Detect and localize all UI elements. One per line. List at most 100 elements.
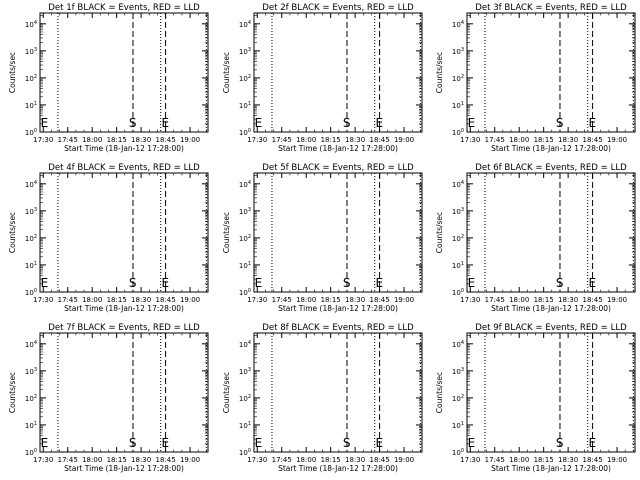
- y-tick-label: 101: [239, 101, 251, 110]
- panel-det-1: Det 1f BLACK = Events, RED = LLD E S E 100 10…: [8, 3, 209, 153]
- y-tick-label: 102: [452, 74, 464, 83]
- y-tick-label: 100: [25, 128, 37, 137]
- marker-label: E: [162, 116, 170, 130]
- x-tick-label: 17:30: [247, 296, 267, 304]
- y-tick-label: 100: [452, 448, 464, 457]
- marker-label: S: [556, 276, 564, 290]
- y-tick-label: 101: [239, 421, 251, 430]
- panel-det-2: Det 2f BLACK = Events, RED = LLD E S E 100 10…: [222, 3, 423, 153]
- y-axis-label: Counts/sec: [222, 212, 231, 253]
- x-tick-label: 17:30: [33, 136, 53, 144]
- y-tick-label: 103: [25, 367, 37, 376]
- x-axis-label: Start Time (18-Jan-12 17:28:00): [64, 144, 184, 153]
- x-tick-label: 17:45: [272, 456, 292, 464]
- x-axis-label: Start Time (18-Jan-12 17:28:00): [64, 304, 184, 313]
- x-tick-label: 17:45: [485, 136, 505, 144]
- y-axis-label: Counts/sec: [435, 372, 444, 413]
- marker-label: E: [255, 276, 263, 290]
- x-tick-label: 19:00: [607, 296, 627, 304]
- x-tick-label: 18:00: [82, 136, 102, 144]
- y-tick-label: 102: [452, 394, 464, 403]
- y-tick-label: 102: [239, 394, 251, 403]
- y-tick-label: 103: [239, 367, 251, 376]
- panel-title: Det 5f BLACK = Events, RED = LLD: [262, 163, 414, 173]
- plot-frame: [253, 332, 423, 453]
- x-tick-label: 18:00: [82, 456, 102, 464]
- marker-label: E: [589, 436, 597, 450]
- x-tick-label: 18:00: [509, 456, 529, 464]
- y-tick-label: 101: [452, 421, 464, 430]
- panel-title: Det 6f BLACK = Events, RED = LLD: [475, 163, 627, 173]
- plot-frame: [466, 332, 636, 453]
- y-tick-label: 104: [239, 340, 251, 349]
- x-tick-label: 19:00: [394, 456, 414, 464]
- x-tick-label: 17:30: [247, 136, 267, 144]
- y-tick-label: 104: [452, 20, 464, 29]
- y-axis-label: Counts/sec: [222, 372, 231, 413]
- x-tick-label: 17:30: [33, 456, 53, 464]
- y-tick-label: 103: [25, 207, 37, 216]
- y-tick-label: 100: [25, 448, 37, 457]
- y-tick-label: 101: [452, 261, 464, 270]
- x-tick-label: 19:00: [607, 456, 627, 464]
- y-axis-label: Counts/sec: [435, 212, 444, 253]
- x-tick-label: 18:45: [369, 456, 389, 464]
- x-tick-label: 18:00: [82, 296, 102, 304]
- x-tick-label: 19:00: [180, 456, 200, 464]
- x-axis-label: Start Time (18-Jan-12 17:28:00): [278, 144, 398, 153]
- x-tick-label: 17:45: [485, 296, 505, 304]
- marker-label: E: [376, 436, 384, 450]
- y-tick-label: 104: [25, 180, 37, 189]
- x-axis-label: Start Time (18-Jan-12 17:28:00): [491, 144, 611, 153]
- x-tick-label: 17:45: [58, 296, 78, 304]
- marker-label: E: [468, 276, 476, 290]
- x-tick-label: 18:15: [107, 136, 127, 144]
- marker-label: E: [41, 276, 49, 290]
- x-tick-label: 18:45: [582, 296, 602, 304]
- y-tick-label: 102: [239, 234, 251, 243]
- y-tick-label: 103: [239, 207, 251, 216]
- x-tick-label: 18:30: [558, 136, 578, 144]
- x-tick-label: 19:00: [607, 136, 627, 144]
- y-tick-label: 100: [239, 128, 251, 137]
- plot-frame: [466, 12, 636, 133]
- x-tick-label: 18:30: [558, 456, 578, 464]
- x-tick-label: 18:30: [345, 296, 365, 304]
- panel-title: Det 7f BLACK = Events, RED = LLD: [48, 323, 200, 333]
- x-tick-label: 18:15: [321, 456, 341, 464]
- y-axis-label: Counts/sec: [8, 372, 17, 413]
- x-tick-label: 18:00: [509, 296, 529, 304]
- x-tick-label: 18:45: [582, 136, 602, 144]
- x-tick-label: 18:30: [131, 136, 151, 144]
- y-tick-label: 100: [239, 288, 251, 297]
- x-tick-label: 18:15: [107, 296, 127, 304]
- plot-frame: [253, 172, 423, 293]
- panel-det-9: Det 9f BLACK = Events, RED = LLD E S E 100 10…: [435, 323, 636, 473]
- y-tick-label: 104: [239, 180, 251, 189]
- y-tick-label: 102: [25, 394, 37, 403]
- x-tick-label: 18:30: [131, 456, 151, 464]
- marker-label: E: [41, 116, 49, 130]
- y-tick-label: 101: [25, 261, 37, 270]
- x-tick-label: 19:00: [180, 136, 200, 144]
- plot-frame: [466, 172, 636, 293]
- x-axis-label: Start Time (18-Jan-12 17:28:00): [64, 464, 184, 473]
- marker-label: S: [343, 116, 351, 130]
- marker-label: S: [129, 116, 137, 130]
- marker-label: E: [589, 276, 597, 290]
- x-tick-label: 18:15: [321, 136, 341, 144]
- panel-title: Det 8f BLACK = Events, RED = LLD: [262, 323, 414, 333]
- x-tick-label: 17:30: [247, 456, 267, 464]
- y-tick-label: 103: [452, 207, 464, 216]
- x-tick-label: 18:15: [534, 456, 554, 464]
- x-tick-label: 18:30: [345, 456, 365, 464]
- y-axis-label: Counts/sec: [8, 212, 17, 253]
- panel-det-3: Det 3f BLACK = Events, RED = LLD E S E 100 10…: [435, 3, 636, 153]
- marker-label: E: [162, 436, 170, 450]
- y-tick-label: 101: [25, 421, 37, 430]
- y-tick-label: 103: [452, 367, 464, 376]
- y-axis-label: Counts/sec: [435, 52, 444, 93]
- marker-label: E: [41, 436, 49, 450]
- x-axis-label: Start Time (18-Jan-12 17:28:00): [278, 464, 398, 473]
